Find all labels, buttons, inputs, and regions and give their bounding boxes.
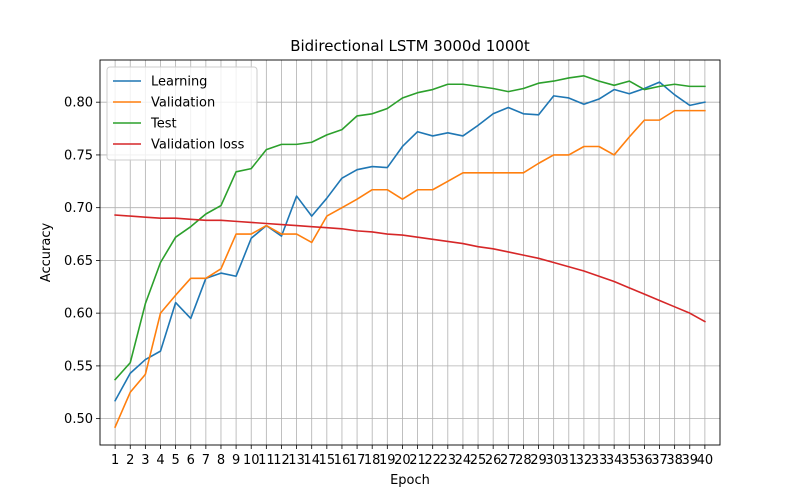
- x-tick-label: 2: [126, 453, 134, 468]
- x-tick-label: 4: [156, 453, 164, 468]
- x-tick-label: 37: [651, 453, 668, 468]
- x-tick-label: 23: [440, 453, 457, 468]
- x-tick-label: 8: [217, 453, 225, 468]
- series-line-validation: [114, 109, 706, 429]
- x-tick-label: 34: [606, 453, 623, 468]
- x-tick-label: 15: [319, 453, 336, 468]
- legend-label: Validation loss: [151, 138, 245, 153]
- x-tick-label: 21: [409, 453, 426, 468]
- x-tick-label: 36: [636, 453, 653, 468]
- x-tick-label: 22: [424, 453, 441, 468]
- legend-label: Validation: [151, 96, 215, 111]
- y-tick-label: 0.80: [64, 96, 93, 111]
- x-tick-label: 40: [697, 453, 714, 468]
- series-line-validation-loss: [114, 214, 706, 323]
- x-tick-label: 25: [470, 453, 487, 468]
- x-tick-label: 33: [591, 453, 608, 468]
- x-tick-label: 35: [621, 453, 638, 468]
- y-tick-label: 0.55: [64, 359, 93, 374]
- x-tick-label: 29: [530, 453, 547, 468]
- y-axis-label: Accuracy: [39, 223, 54, 283]
- series-line-learning: [114, 81, 706, 402]
- legend-label: Learning: [151, 75, 207, 90]
- y-tick-label: 0.70: [64, 201, 93, 216]
- legend-box: [106, 66, 258, 161]
- series-lines: [113, 75, 706, 429]
- x-axis-label: Epoch: [390, 473, 430, 488]
- y-tick-label: 0.65: [64, 254, 93, 269]
- x-tick-label: 30: [545, 453, 562, 468]
- x-tick-label: 14: [303, 453, 320, 468]
- x-tick-label: 24: [455, 453, 472, 468]
- x-tick-label: 16: [334, 453, 351, 468]
- y-tick-label: 0.75: [64, 148, 93, 163]
- x-axis-ticks: 1 2 3 4 5 6 7 8 9 1011121314151617181920212223242…: [111, 445, 713, 468]
- plot-frame: [99, 59, 721, 446]
- x-tick-label: 32: [576, 453, 593, 468]
- x-tick-label: 26: [485, 453, 502, 468]
- x-tick-label: 17: [349, 453, 366, 468]
- x-tick-label: 5: [171, 453, 179, 468]
- x-tick-label: 20: [394, 453, 411, 468]
- chart-title: Bidirectional LSTM 3000d 1000t: [290, 37, 530, 55]
- x-tick-label: 11: [258, 453, 275, 468]
- y-tick-label: 0.50: [64, 412, 93, 427]
- x-tick-label: 7: [202, 453, 210, 468]
- x-tick-label: 28: [515, 453, 532, 468]
- x-tick-label: 31: [561, 453, 578, 468]
- axes-frame: [99, 59, 721, 446]
- x-tick-label: 1: [111, 453, 119, 468]
- x-tick-label: 12: [273, 453, 290, 468]
- x-tick-label: 13: [288, 453, 305, 468]
- x-tick-label: 10: [243, 453, 260, 468]
- x-tick-label: 6: [187, 453, 195, 468]
- x-tick-label: 9: [232, 453, 240, 468]
- y-axis-ticks: 0.50 0.55 0.60 0.65 0.70 0.75 0.80: [64, 96, 100, 427]
- series-line-test: [113, 75, 706, 381]
- x-tick-label: 39: [681, 453, 698, 468]
- legend: Learning Validation Test Validation loss: [106, 66, 258, 161]
- y-tick-label: 0.60: [64, 307, 93, 322]
- x-tick-label: 38: [666, 453, 683, 468]
- legend-label: Test: [150, 117, 177, 132]
- x-tick-label: 19: [379, 453, 396, 468]
- x-tick-label: 3: [141, 453, 149, 468]
- x-tick-label: 18: [364, 453, 381, 468]
- x-tick-label: 27: [500, 453, 517, 468]
